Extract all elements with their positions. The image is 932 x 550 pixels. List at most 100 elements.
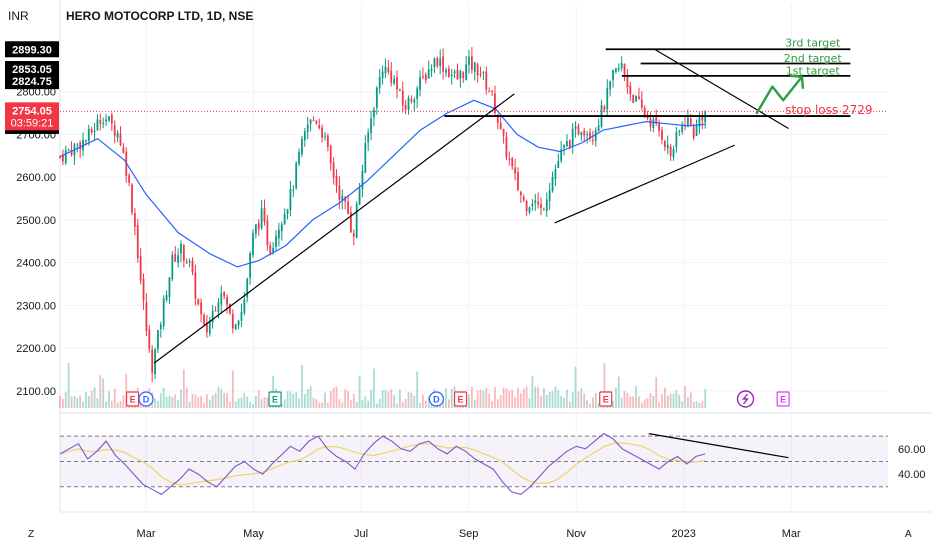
candle[interactable]	[456, 63, 459, 80]
candle[interactable]	[447, 65, 450, 78]
candle[interactable]	[90, 126, 93, 135]
candle[interactable]	[82, 132, 84, 157]
candle[interactable]	[419, 70, 421, 97]
candle[interactable]	[231, 309, 234, 334]
candle[interactable]	[580, 131, 583, 141]
candle[interactable]	[462, 71, 465, 83]
candle[interactable]	[367, 128, 370, 152]
candle[interactable]	[93, 122, 96, 141]
candle[interactable]	[695, 119, 698, 137]
candle[interactable]	[301, 135, 303, 158]
candle[interactable]	[629, 81, 632, 102]
candle[interactable]	[280, 221, 283, 241]
candle[interactable]	[295, 161, 298, 190]
candle[interactable]	[387, 60, 390, 75]
candle[interactable]	[505, 131, 508, 161]
candle[interactable]	[108, 115, 110, 123]
candle[interactable]	[159, 321, 162, 338]
candle[interactable]	[531, 199, 534, 211]
candle[interactable]	[453, 69, 456, 78]
candle[interactable]	[315, 119, 318, 125]
candle[interactable]	[485, 66, 488, 95]
candle[interactable]	[324, 131, 326, 141]
candle[interactable]	[203, 312, 205, 327]
candle[interactable]	[594, 127, 597, 147]
trend-line[interactable]	[153, 93, 515, 364]
candle[interactable]	[482, 71, 485, 80]
candle[interactable]	[684, 116, 686, 131]
candle[interactable]	[545, 192, 548, 217]
candle[interactable]	[401, 81, 404, 113]
candle[interactable]	[626, 68, 629, 94]
candle[interactable]	[206, 314, 208, 338]
candle[interactable]	[517, 167, 519, 192]
candle[interactable]	[404, 99, 407, 115]
trend-line[interactable]	[653, 48, 789, 129]
candle[interactable]	[67, 148, 70, 151]
candle[interactable]	[329, 144, 332, 171]
candle[interactable]	[566, 134, 568, 147]
candle[interactable]	[185, 258, 188, 264]
candle[interactable]	[577, 123, 580, 136]
candle[interactable]	[278, 222, 280, 247]
candle[interactable]	[145, 293, 148, 336]
candle[interactable]	[470, 47, 473, 74]
candle[interactable]	[681, 121, 684, 135]
candle[interactable]	[638, 87, 640, 100]
candle[interactable]	[131, 182, 133, 216]
candle[interactable]	[663, 139, 666, 152]
candle[interactable]	[433, 57, 436, 74]
candle[interactable]	[174, 246, 177, 262]
candle[interactable]	[427, 60, 430, 79]
candle[interactable]	[191, 257, 194, 276]
event-marker[interactable]: E	[599, 391, 613, 407]
candle[interactable]	[292, 185, 295, 198]
candle[interactable]	[537, 192, 540, 209]
candle[interactable]	[332, 157, 335, 185]
candle[interactable]	[102, 117, 105, 129]
candle[interactable]	[623, 63, 626, 82]
candle[interactable]	[229, 303, 231, 316]
candle[interactable]	[352, 229, 355, 246]
candle[interactable]	[620, 56, 623, 72]
candle[interactable]	[511, 156, 514, 170]
candle[interactable]	[350, 206, 352, 233]
candle[interactable]	[554, 164, 557, 186]
candle[interactable]	[128, 172, 131, 187]
candle[interactable]	[396, 70, 398, 99]
candle[interactable]	[197, 298, 200, 306]
candle[interactable]	[148, 324, 151, 354]
candle[interactable]	[211, 304, 214, 329]
event-marker[interactable]: E	[776, 391, 790, 407]
candle[interactable]	[476, 62, 479, 83]
candle[interactable]	[442, 48, 444, 80]
candle[interactable]	[312, 116, 315, 122]
candle[interactable]	[194, 264, 197, 306]
candle[interactable]	[252, 229, 254, 258]
candle[interactable]	[416, 85, 419, 109]
candle[interactable]	[208, 316, 211, 337]
candle[interactable]	[318, 118, 321, 130]
candle[interactable]	[669, 143, 672, 161]
candle[interactable]	[600, 99, 603, 129]
candle[interactable]	[73, 142, 76, 166]
candle[interactable]	[223, 291, 226, 300]
candle[interactable]	[157, 329, 159, 354]
candle[interactable]	[615, 67, 617, 74]
candle[interactable]	[597, 118, 600, 132]
event-marker[interactable]: E	[125, 391, 140, 407]
event-marker[interactable]: D	[428, 391, 444, 407]
candle[interactable]	[87, 124, 90, 146]
candle[interactable]	[502, 128, 505, 144]
candle[interactable]	[257, 219, 260, 236]
candle[interactable]	[540, 197, 542, 216]
candle[interactable]	[534, 193, 537, 211]
timezone-toggle[interactable]: Z	[28, 529, 34, 540]
candle[interactable]	[263, 199, 266, 226]
candle[interactable]	[321, 124, 324, 143]
candle[interactable]	[289, 180, 292, 217]
candle[interactable]	[560, 141, 563, 164]
